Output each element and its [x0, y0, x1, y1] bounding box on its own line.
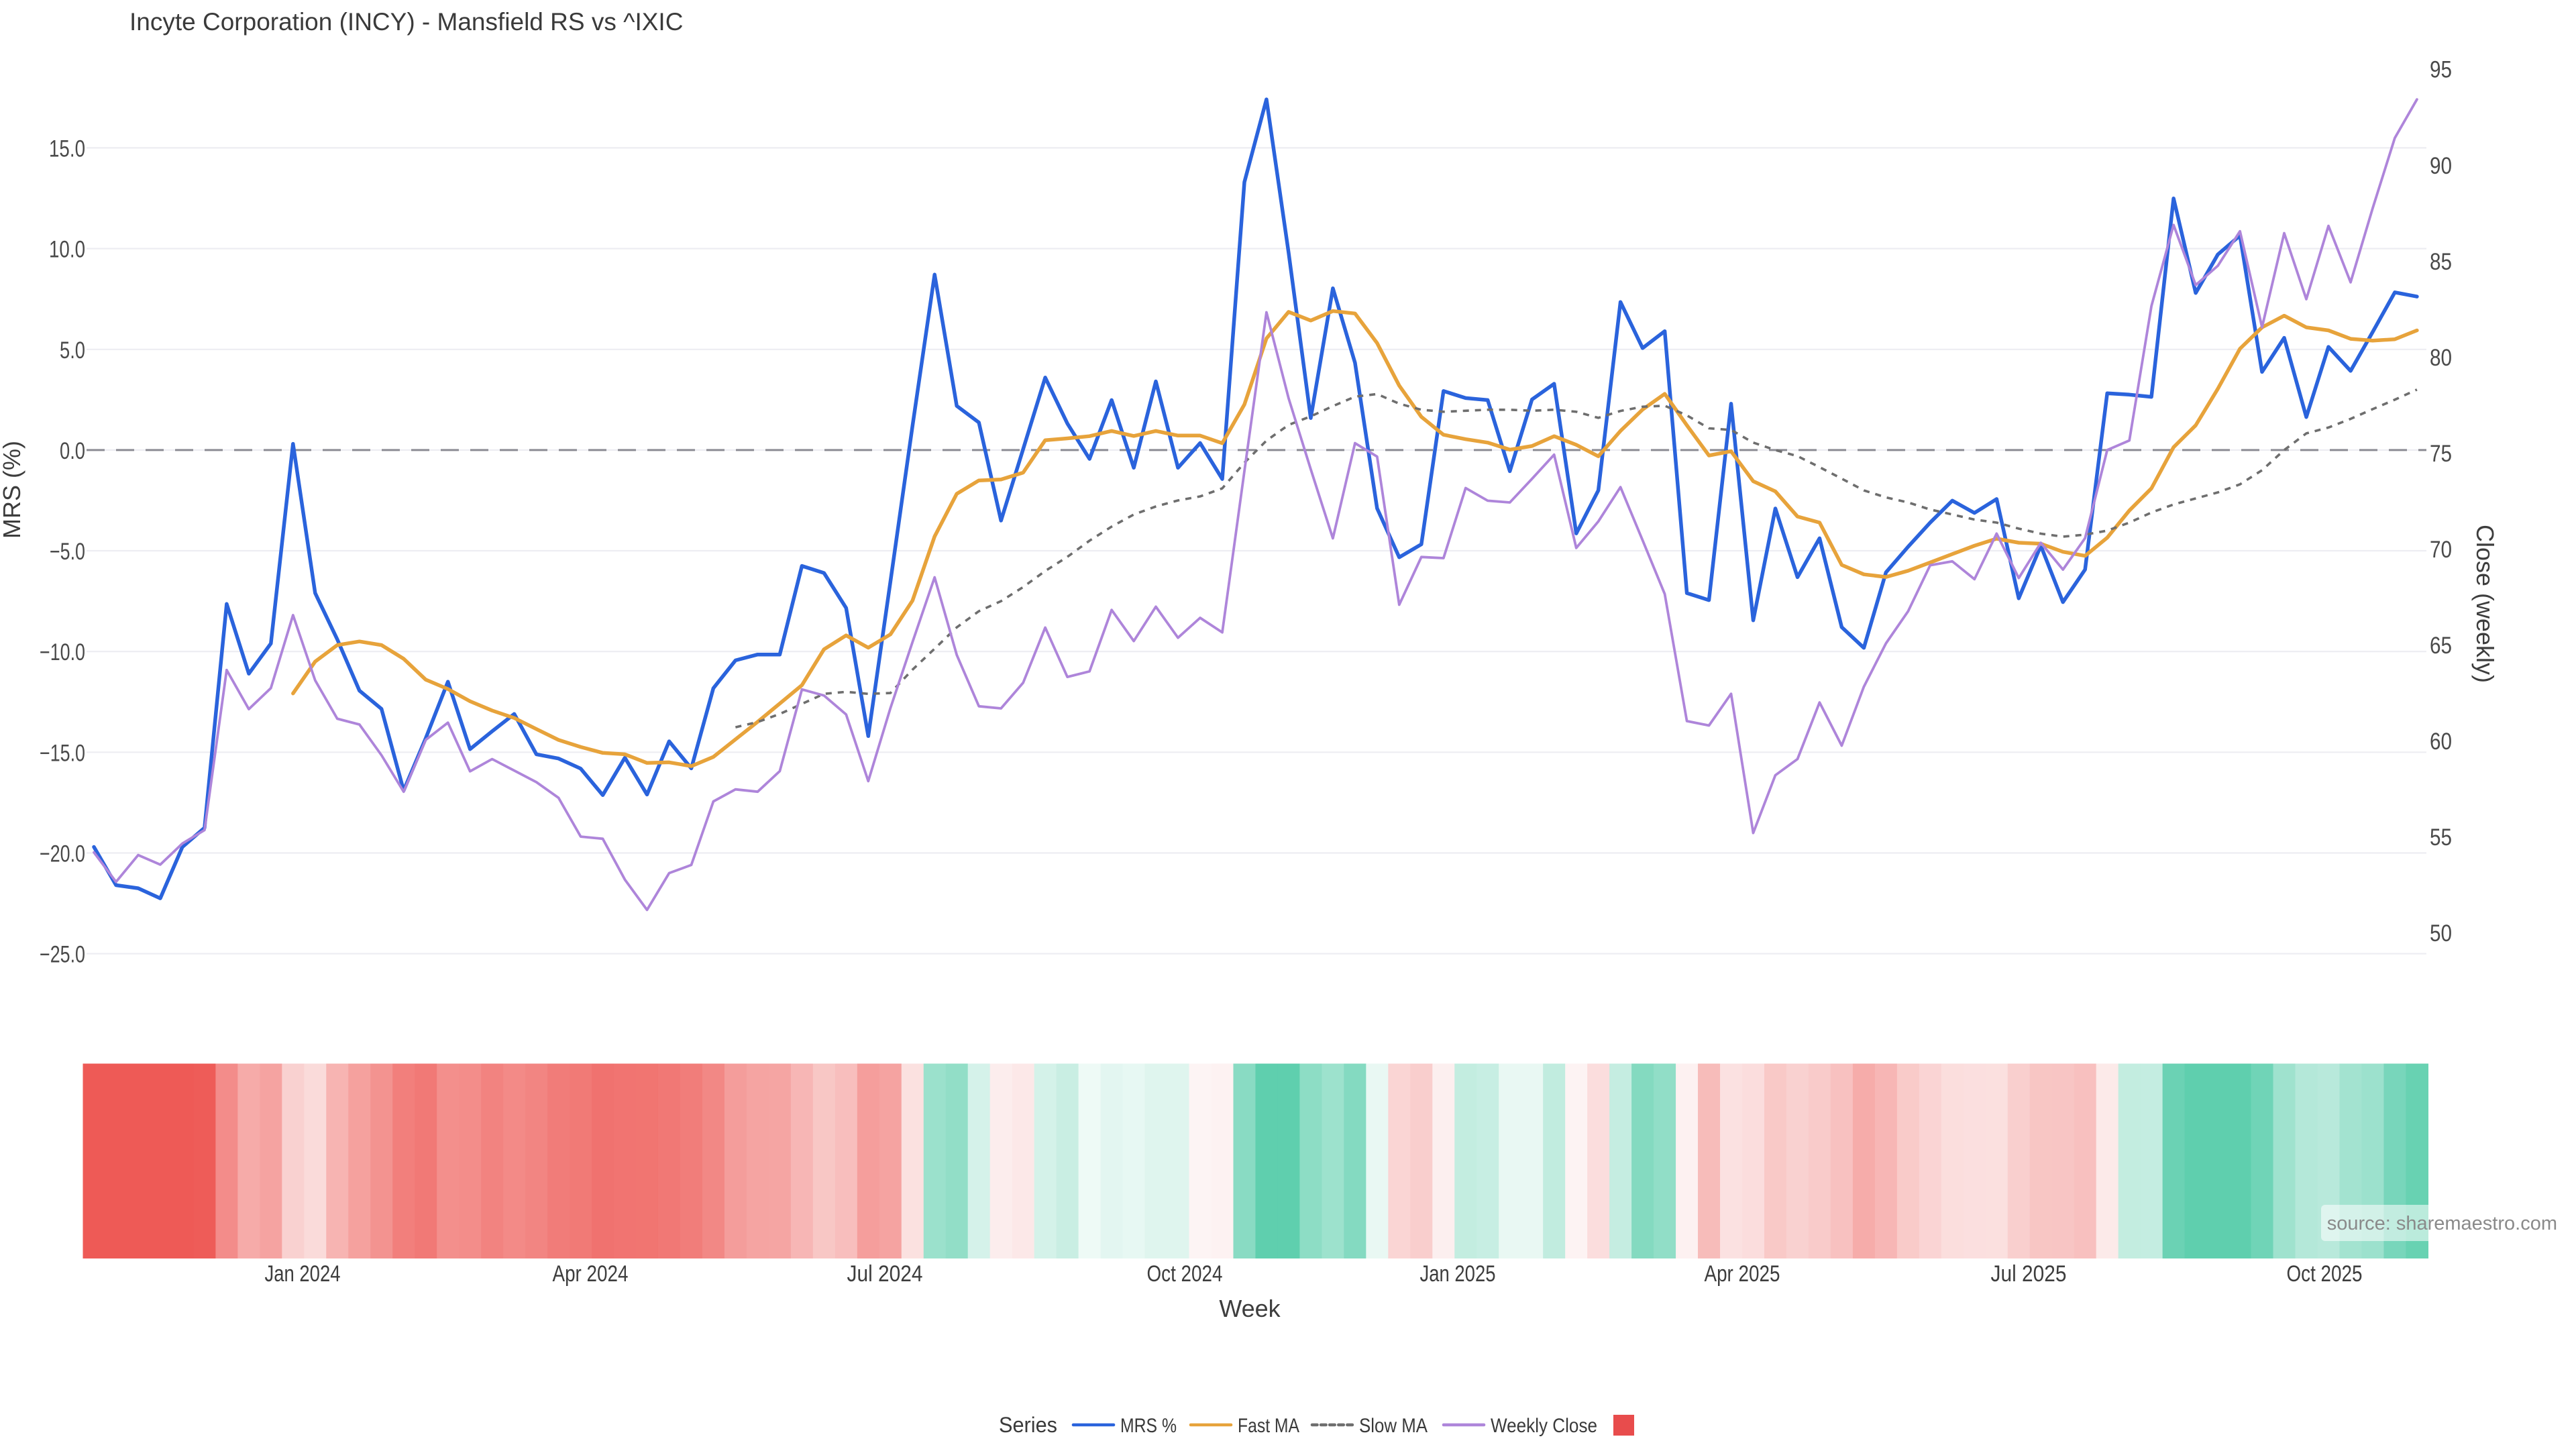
- svg-text:Oct 2025: Oct 2025: [2287, 1261, 2363, 1287]
- svg-text:95: 95: [2430, 57, 2452, 83]
- svg-text:source: sharemaestro.com: source: sharemaestro.com: [2327, 1213, 2557, 1234]
- svg-text:80: 80: [2430, 345, 2452, 371]
- svg-text:−25.0: −25.0: [40, 942, 85, 968]
- svg-text:55: 55: [2430, 824, 2452, 851]
- svg-text:Jul 2025: Jul 2025: [1991, 1261, 2067, 1287]
- svg-text:Close (weekly): Close (weekly): [2471, 525, 2499, 683]
- svg-text:Weekly Close: Weekly Close: [1491, 1415, 1597, 1437]
- svg-text:50: 50: [2430, 920, 2452, 947]
- svg-text:Jul 2024: Jul 2024: [847, 1261, 923, 1287]
- svg-text:Oct 2024: Oct 2024: [1147, 1261, 1223, 1287]
- svg-text:−10.0: −10.0: [40, 639, 85, 665]
- svg-text:90: 90: [2430, 153, 2452, 179]
- svg-text:−20.0: −20.0: [40, 841, 85, 867]
- svg-text:MRS (%): MRS (%): [0, 441, 25, 539]
- svg-text:Apr 2025: Apr 2025: [1705, 1261, 1780, 1287]
- svg-text:Series: Series: [999, 1413, 1057, 1437]
- svg-text:60: 60: [2430, 729, 2452, 755]
- svg-text:MRS %: MRS %: [1120, 1415, 1177, 1437]
- svg-text:0.0: 0.0: [60, 438, 85, 464]
- svg-text:85: 85: [2430, 249, 2452, 275]
- svg-text:Fast MA: Fast MA: [1238, 1415, 1299, 1437]
- svg-text:65: 65: [2430, 633, 2452, 659]
- svg-text:−5.0: −5.0: [50, 539, 85, 565]
- svg-text:10.0: 10.0: [49, 237, 85, 263]
- svg-text:Jan 2025: Jan 2025: [1420, 1261, 1496, 1287]
- svg-text:Jan 2024: Jan 2024: [265, 1261, 341, 1287]
- svg-text:Apr 2024: Apr 2024: [553, 1261, 629, 1287]
- svg-text:−15.0: −15.0: [40, 740, 85, 766]
- svg-text:15.0: 15.0: [49, 136, 85, 162]
- svg-text:Incyte Corporation (INCY) - Ma: Incyte Corporation (INCY) - Mansfield RS…: [129, 8, 683, 36]
- svg-text:75: 75: [2430, 441, 2452, 467]
- svg-text:5.0: 5.0: [60, 337, 85, 364]
- svg-text:Slow MA: Slow MA: [1359, 1415, 1428, 1437]
- svg-text:70: 70: [2430, 537, 2452, 563]
- svg-text:Week: Week: [1219, 1295, 1281, 1322]
